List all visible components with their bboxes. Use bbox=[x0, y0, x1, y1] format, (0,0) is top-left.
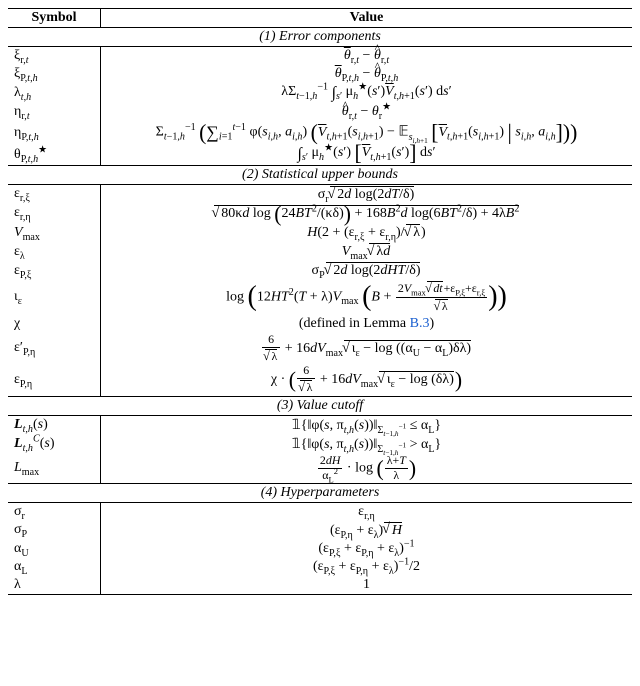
header-row: Symbol Value bbox=[8, 9, 632, 28]
symbol-cell: χ bbox=[8, 315, 101, 333]
value-cell: θP,t,h − θP,t,h bbox=[101, 65, 633, 83]
value-cell: (εP,η + ελ)H bbox=[101, 521, 633, 540]
section-title: (1) Error components bbox=[8, 28, 632, 47]
table-row: εP,ηχ · (6λ + 16dVmaxιε − log (δλ)) bbox=[8, 364, 632, 396]
symbol-cell: θP,t,h★ bbox=[8, 144, 101, 165]
symbol-cell: Lt,h(s) bbox=[8, 415, 101, 435]
table-row: λt,hλΣt−1,h−1 ∫s′ μh★(s′)Vt,h+1(s′) ds′ bbox=[8, 83, 632, 103]
value-cell: θr,t − θr,t bbox=[101, 47, 633, 66]
table-row: ε′P,η6λ + 16dVmaxιε − log ((αU − αL)δλ) bbox=[8, 333, 632, 365]
table-row: Lt,h(s)𝟙{‖φ(s, πt,h(s))‖Σt−1,h−1 ≤ αL} bbox=[8, 415, 632, 435]
symbol-cell: σP bbox=[8, 521, 101, 540]
value-cell: 1 bbox=[101, 576, 633, 595]
table-row: Lmax2dHαL2 · log (λ+Tλ) bbox=[8, 454, 632, 483]
symbol-cell: εr,η bbox=[8, 204, 101, 223]
section-title-text: (2) Statistical upper bounds bbox=[8, 165, 632, 184]
symbol-cell: Lmax bbox=[8, 454, 101, 483]
symbol-cell: εr,ξ bbox=[8, 184, 101, 204]
table-row: αL(εP,ξ + εP,η + ελ)−1/2 bbox=[8, 558, 632, 576]
value-cell: 2dHαL2 · log (λ+Tλ) bbox=[101, 454, 633, 483]
symbol-cell: εP,ξ bbox=[8, 261, 101, 280]
symbol-cell: ξP,t,h bbox=[8, 65, 101, 83]
symbol-cell: ηP,t,h bbox=[8, 121, 101, 144]
header-value: Value bbox=[101, 9, 633, 28]
table-row: λ1 bbox=[8, 576, 632, 595]
table-row: ηr,tθr,t − θr★ bbox=[8, 103, 632, 121]
table-row: VmaxH(2 + (εr,ξ + εr,η)/λ) bbox=[8, 223, 632, 242]
symbol-cell: ελ bbox=[8, 242, 101, 261]
value-cell: σr2d log(2dT/δ) bbox=[101, 184, 633, 204]
symbol-cell: ξr,t bbox=[8, 47, 101, 66]
table-row: εr,ξσr2d log(2dT/δ) bbox=[8, 184, 632, 204]
section-title-text: (3) Value cutoff bbox=[8, 396, 632, 415]
section-title-text: (1) Error components bbox=[8, 28, 632, 47]
symbol-cell: ιε bbox=[8, 280, 101, 314]
value-cell: (εP,ξ + εP,η + ελ)−1/2 bbox=[101, 558, 633, 576]
table-row: σP(εP,η + ελ)H bbox=[8, 521, 632, 540]
value-cell: log (12HT2(T + λ)Vmax (B + 2Vmaxdt+εP,ξ+… bbox=[101, 280, 633, 314]
value-cell: ∫s′ μh★(s′) [Vt,h+1(s′)] ds′ bbox=[101, 144, 633, 165]
symbol-cell: αU bbox=[8, 540, 101, 558]
table-row: ιεlog (12HT2(T + λ)Vmax (B + 2Vmaxdt+εP,… bbox=[8, 280, 632, 314]
table-row: ξP,t,hθP,t,h − θP,t,h bbox=[8, 65, 632, 83]
table-row: ελVmaxλd bbox=[8, 242, 632, 261]
value-cell: λΣt−1,h−1 ∫s′ μh★(s′)Vt,h+1(s′) ds′ bbox=[101, 83, 633, 103]
section-title: (4) Hyperparameters bbox=[8, 483, 632, 502]
header-symbol: Symbol bbox=[8, 9, 101, 28]
value-cell: χ · (6λ + 16dVmaxιε − log (δλ)) bbox=[101, 364, 633, 396]
value-cell: Vmaxλd bbox=[101, 242, 633, 261]
symbol-cell: εP,η bbox=[8, 364, 101, 396]
symbol-cell: ε′P,η bbox=[8, 333, 101, 365]
table-row: εr,η80κd log (24BT2/(κδ)) + 168B2d log(6… bbox=[8, 204, 632, 223]
section-title-text: (4) Hyperparameters bbox=[8, 483, 632, 502]
table-row: αU(εP,ξ + εP,η + ελ)−1 bbox=[8, 540, 632, 558]
symbol-cell: λt,h bbox=[8, 83, 101, 103]
table-row: εP,ξσP2d log(2dHT/δ) bbox=[8, 261, 632, 280]
value-cell: σP2d log(2dHT/δ) bbox=[101, 261, 633, 280]
value-cell: (εP,ξ + εP,η + ελ)−1 bbox=[101, 540, 633, 558]
table-row: χ(defined in Lemma B.3) bbox=[8, 315, 632, 333]
symbol-cell: σr bbox=[8, 502, 101, 521]
table-row: Lt,hC(s)𝟙{‖φ(s, πt,h(s))‖Σt−1,h−1 > αL} bbox=[8, 435, 632, 454]
section-title: (3) Value cutoff bbox=[8, 396, 632, 415]
symbol-cell: λ bbox=[8, 576, 101, 595]
table-row: θP,t,h★∫s′ μh★(s′) [Vt,h+1(s′)] ds′ bbox=[8, 144, 632, 165]
table-row: ηP,t,hΣt−1,h−1 (∑i=1t−1 φ(si,h, ai,h) (V… bbox=[8, 121, 632, 144]
value-cell: εr,η bbox=[101, 502, 633, 521]
value-cell: (defined in Lemma B.3) bbox=[101, 315, 633, 333]
table-row: σrεr,η bbox=[8, 502, 632, 521]
symbol-cell: ηr,t bbox=[8, 103, 101, 121]
notation-table: Symbol Value (1) Error componentsξr,tθr,… bbox=[8, 8, 632, 595]
value-cell: 6λ + 16dVmaxιε − log ((αU − αL)δλ) bbox=[101, 333, 633, 365]
symbol-cell: Lt,hC(s) bbox=[8, 435, 101, 454]
symbol-cell: αL bbox=[8, 558, 101, 576]
value-cell: H(2 + (εr,ξ + εr,η)/λ) bbox=[101, 223, 633, 242]
symbol-cell: Vmax bbox=[8, 223, 101, 242]
value-cell: Σt−1,h−1 (∑i=1t−1 φ(si,h, ai,h) (Vt,h+1(… bbox=[101, 121, 633, 144]
section-title: (2) Statistical upper bounds bbox=[8, 165, 632, 184]
value-cell: 𝟙{‖φ(s, πt,h(s))‖Σt−1,h−1 > αL} bbox=[101, 435, 633, 454]
table-row: ξr,tθr,t − θr,t bbox=[8, 47, 632, 66]
value-cell: 80κd log (24BT2/(κδ)) + 168B2d log(6BT2/… bbox=[101, 204, 633, 223]
value-cell: θr,t − θr★ bbox=[101, 103, 633, 121]
value-cell: 𝟙{‖φ(s, πt,h(s))‖Σt−1,h−1 ≤ αL} bbox=[101, 415, 633, 435]
